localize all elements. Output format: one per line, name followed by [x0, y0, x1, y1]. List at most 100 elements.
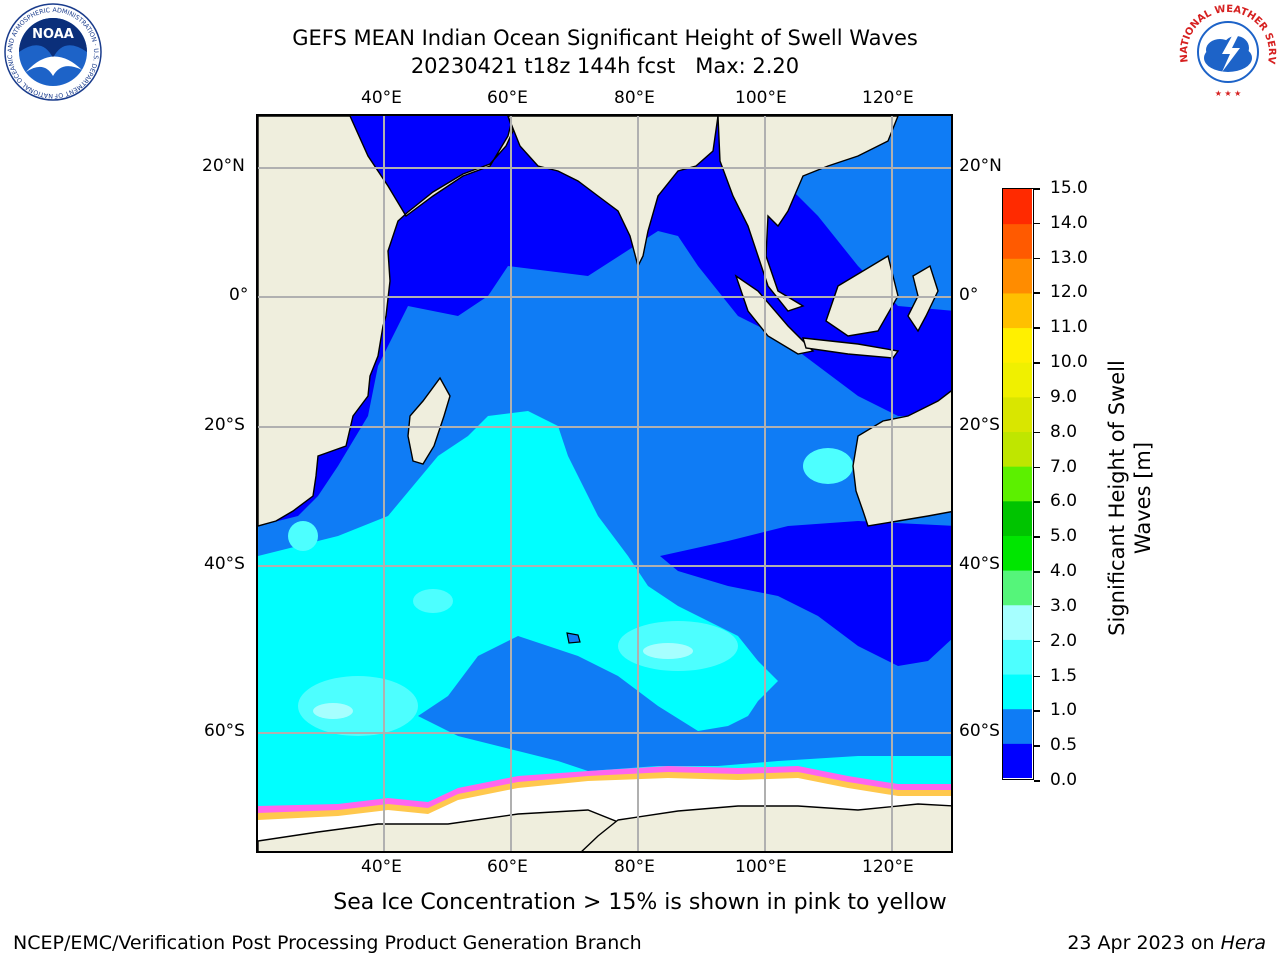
land-madagascar: [407, 376, 451, 465]
colorbar-tick-mark: [1034, 501, 1040, 503]
colorbar-tick-label: 1.0: [1050, 700, 1078, 721]
colorbar-tick-mark: [1034, 188, 1040, 190]
svg-text:NOAA: NOAA: [32, 27, 74, 42]
footer-date-text: 23 Apr 2023 on: [1067, 932, 1221, 954]
chart-title-line1: GEFS MEAN Indian Ocean Significant Heigh…: [292, 26, 918, 50]
colorbar-tick-mark: [1034, 431, 1040, 434]
colorbar-tick-label: 11.0: [1050, 317, 1088, 338]
top-lon-label-40e: 40°E: [361, 88, 402, 108]
bottom-lon-label-60e: 60°E: [487, 857, 528, 877]
land-africa-arabia: [258, 116, 514, 527]
colorbar-swatch-11: [1003, 362, 1032, 398]
colorbar-tick-label: 1.5: [1050, 665, 1078, 686]
colorbar-swatches: [1003, 189, 1032, 779]
left-lat-label-20n: 20°N: [202, 156, 245, 176]
left-lat-label-0: 0°: [229, 285, 249, 305]
colorbar-tick-label: 2.0: [1050, 630, 1078, 651]
colorbar-swatch-3: [1003, 639, 1032, 675]
land-sulawesi: [907, 264, 939, 333]
colorbar-tick-label: 10.0: [1050, 352, 1088, 373]
swell-band-2.0-3.0-patch-2: [313, 703, 353, 719]
swell-height-map: [256, 114, 953, 853]
swell-band-2.0-3.0-patch-1: [643, 643, 693, 659]
swell-band-0.0-0.5-southeast: [660, 521, 951, 666]
colorbar-swatch-1: [1003, 708, 1032, 744]
colorbar-tick-mark: [1034, 222, 1040, 225]
right-lat-label-20s: 20°S: [959, 415, 1000, 435]
colorbar-tick-label: 5.0: [1050, 526, 1078, 547]
colorbar-tick-label: 0.5: [1050, 735, 1078, 756]
colorbar-tick-mark: [1034, 780, 1040, 782]
colorbar-swatch-8: [1003, 466, 1032, 502]
land-antarctica: [258, 809, 630, 851]
land-kerguelen: [566, 632, 581, 644]
colorbar-tick-mark: [1034, 257, 1040, 260]
colorbar: [1002, 188, 1034, 780]
right-lat-label-60s: 60°S: [959, 721, 1000, 741]
colorbar-tick-mark: [1034, 327, 1040, 329]
colorbar-tick-label: 3.0: [1050, 595, 1078, 616]
colorbar-tick-mark: [1034, 466, 1040, 469]
colorbar-tick-label: 8.0: [1050, 421, 1078, 442]
top-lon-label-60e: 60°E: [487, 88, 528, 108]
noaa-logo: NATIONAL OCEANIC AND ATMOSPHERIC ADMINIS…: [0, 0, 104, 102]
colorbar-swatch-15: [1003, 223, 1032, 259]
colorbar-tick-label: 15.0: [1050, 178, 1088, 198]
colorbar-swatch-2: [1003, 674, 1032, 710]
top-lon-label-80e: 80°E: [614, 88, 655, 108]
chart-title-line2: 20230421 t18z 144h fcst Max: 2.20: [410, 54, 800, 78]
bottom-lon-label-120e: 120°E: [862, 857, 914, 877]
colorbar-label: Significant Height of Swell Waves [m]: [1105, 360, 1155, 636]
colorbar-tick-label: 12.0: [1050, 282, 1088, 303]
swell-band-1.5-2.0-patch-1: [298, 676, 418, 736]
nws-logo: NATIONAL WEATHER SERVICE ★ ★ ★: [1172, 0, 1280, 102]
footer-credit: NCEP/EMC/Verification Post Processing Pr…: [13, 932, 642, 954]
left-lat-label-40s: 40°S: [204, 554, 245, 574]
swell-band-1.5-2.0-patch-4: [288, 521, 318, 551]
bottom-lon-label-100e: 100°E: [735, 857, 787, 877]
footer-host: Hera: [1220, 932, 1266, 954]
colorbar-tick-mark: [1034, 745, 1040, 747]
swell-band-1.0-1.5-southwest: [258, 411, 951, 851]
bottom-lon-label-80e: 80°E: [614, 857, 655, 877]
swell-band-1.5-2.0-patch-3: [413, 589, 453, 613]
colorbar-tick-mark: [1034, 571, 1040, 573]
right-lat-label-20n: 20°N: [959, 156, 1002, 176]
colorbar-tick-mark: [1034, 675, 1040, 678]
colorbar-swatch-12: [1003, 327, 1032, 363]
colorbar-swatch-13: [1003, 292, 1032, 329]
map-canvas: [258, 116, 951, 851]
footer-date: 23 Apr 2023 on Hera: [1067, 932, 1266, 954]
colorbar-swatch-9: [1003, 431, 1032, 467]
colorbar-tick-mark: [1034, 292, 1040, 294]
colorbar-tick-mark: [1034, 536, 1040, 538]
colorbar-swatch-14: [1003, 258, 1032, 294]
graticule: [258, 116, 951, 851]
colorbar-swatch-10: [1003, 396, 1032, 433]
colorbar-tick-mark: [1034, 605, 1040, 608]
right-lat-label-40s: 40°S: [959, 554, 1000, 574]
colorbar-swatch-7: [1003, 500, 1032, 536]
swell-band-1.5-2.0-patch-5: [803, 448, 853, 484]
bottom-lon-label-40e: 40°E: [361, 857, 402, 877]
land-australia: [852, 390, 951, 527]
top-lon-label-120e: 120°E: [862, 88, 914, 108]
colorbar-swatch-6: [1003, 535, 1032, 571]
colorbar-tick-label: 14.0: [1050, 212, 1088, 233]
left-lat-label-60s: 60°S: [204, 721, 245, 741]
svg-text:★ ★ ★: ★ ★ ★: [1215, 89, 1242, 98]
colorbar-tick-mark: [1034, 640, 1040, 643]
colorbar-tick-mark: [1034, 362, 1040, 364]
colorbar-swatch-5: [1003, 570, 1032, 606]
top-lon-label-100e: 100°E: [735, 88, 787, 108]
colorbar-ticks: 15.0 14.0 13.0 12.0 11.0 10.0 9.0 8.0 7.0 6.0 5.0 4…: [1034, 178, 1094, 790]
colorbar-swatch-4: [1003, 604, 1032, 640]
left-lat-label-20s: 20°S: [204, 415, 245, 435]
colorbar-tick-label: 9.0: [1050, 386, 1078, 407]
colorbar-tick-label: 6.0: [1050, 491, 1078, 512]
colorbar-tick-label: 13.0: [1050, 247, 1088, 268]
colorbar-tick-label: 7.0: [1050, 456, 1078, 477]
colorbar-tick-label: 4.0: [1050, 561, 1078, 582]
colorbar-swatch-16: [1003, 189, 1032, 225]
colorbar-tick-mark: [1034, 710, 1040, 712]
